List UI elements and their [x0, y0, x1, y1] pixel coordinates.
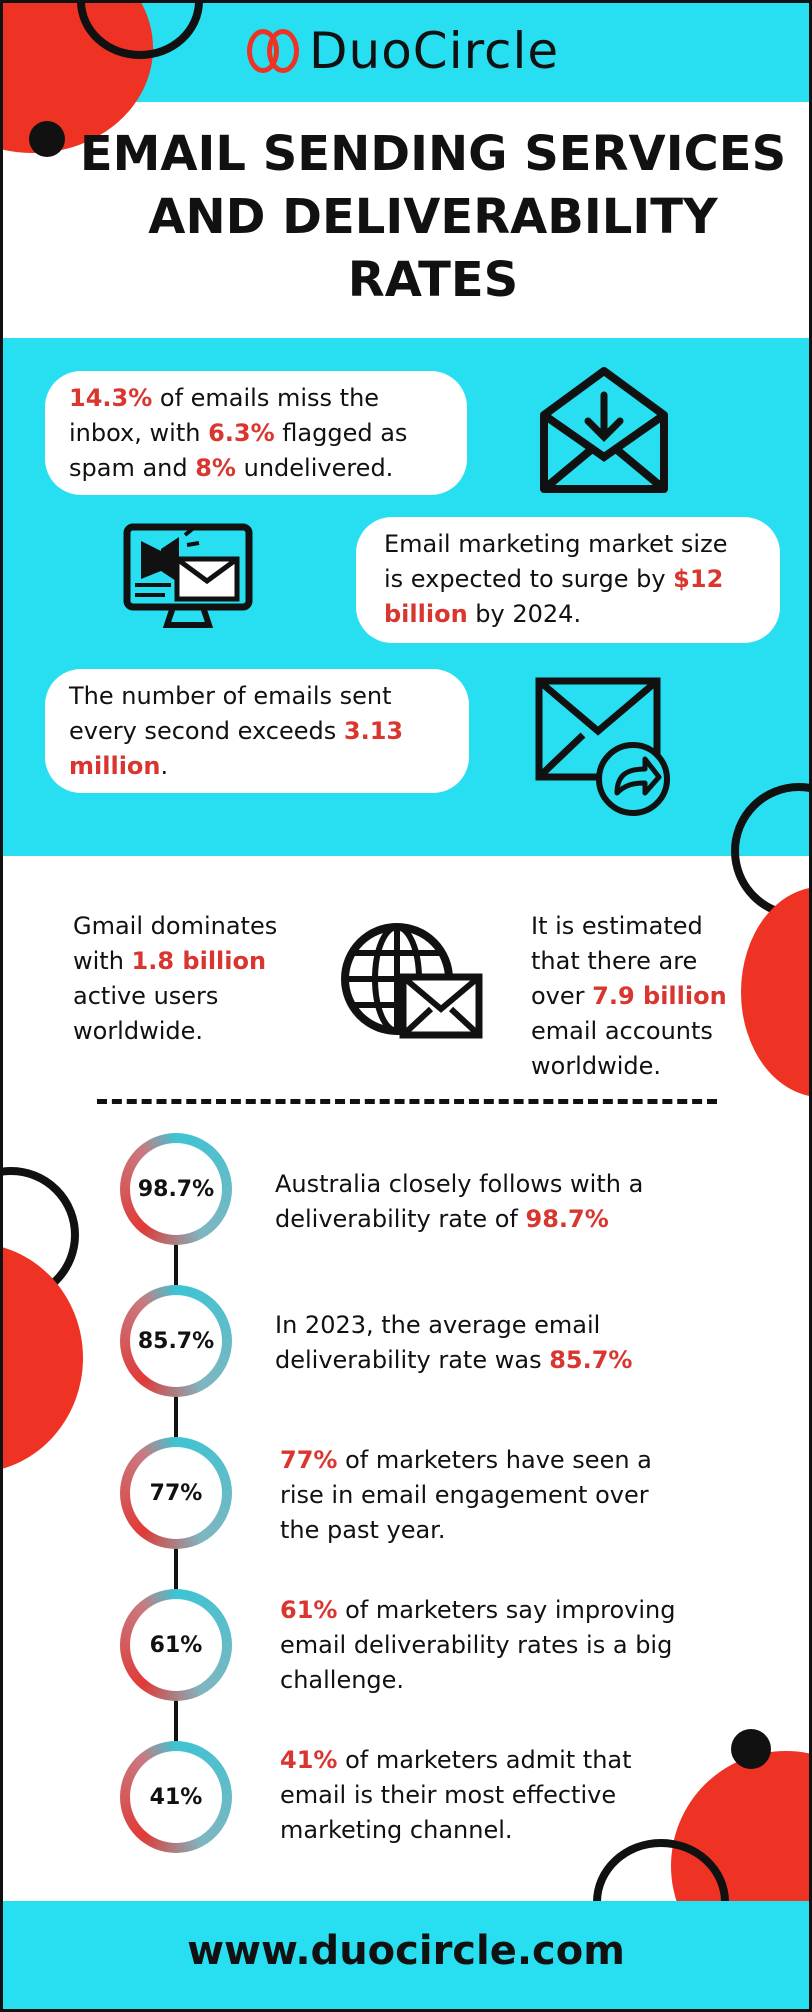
gmail-stat: Gmail dominates with 1.8 billion active …: [73, 912, 278, 1045]
megaphone-monitor-icon: [123, 523, 253, 628]
website-link[interactable]: www.duocircle.com: [187, 1928, 625, 1974]
timeline-text: Australia closely follows with a deliver…: [275, 1170, 644, 1233]
logo-text: DuoCircle: [309, 22, 560, 80]
envelope-forward-icon: [535, 677, 670, 816]
envelope-download-icon: [540, 367, 668, 493]
deco-dot-bottom-right: [731, 1729, 771, 1769]
timeline-text: In 2023, the average email deliverabilit…: [275, 1311, 633, 1374]
timeline-text: 41% of marketers admit that email is the…: [280, 1746, 632, 1844]
section-divider: [97, 1099, 717, 1104]
deco-red-circle-left: [3, 1243, 83, 1473]
timeline-text: 61% of marketers say improving email del…: [280, 1596, 676, 1694]
timeline-text: 77% of marketers have seen a rise in ema…: [280, 1446, 652, 1544]
card-market: Email marketing market size is expected …: [356, 517, 780, 643]
accounts-stat: It is estimated that there are over 7.9 …: [531, 912, 727, 1080]
timeline-badge: 85.7%: [120, 1285, 232, 1397]
logo: DuoCircle: [247, 21, 559, 81]
timeline-badge: 98.7%: [120, 1133, 232, 1245]
globe-envelope-icon: [341, 923, 483, 1039]
card-inbox: 14.3% of emails miss the inbox, with 6.3…: [45, 371, 467, 495]
timeline-badge: 41%: [120, 1741, 232, 1853]
deco-red-circle-right: [741, 887, 809, 1097]
deco-dot-top-left: [29, 121, 65, 157]
logo-mark-icon: [247, 29, 303, 73]
timeline-badge: 61%: [120, 1589, 232, 1701]
card-sent: The number of emails sent every second e…: [45, 669, 469, 793]
timeline-badge: 77%: [120, 1437, 232, 1549]
page-title: EMAIL SENDING SERVICES AND DELIVERABILIT…: [79, 126, 787, 308]
footer-band: [3, 1901, 809, 2009]
